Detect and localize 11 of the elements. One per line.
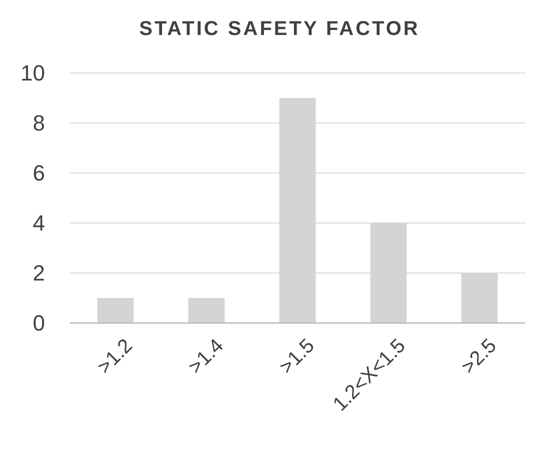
y-tick-label: 6 <box>32 160 45 186</box>
y-tick-label: 0 <box>32 310 45 336</box>
y-tick-label: 4 <box>32 210 45 236</box>
y-tick-label: 8 <box>32 110 45 136</box>
bar <box>188 298 225 323</box>
y-tick-label: 10 <box>20 60 45 86</box>
x-tick-label: >1.2 <box>93 334 137 378</box>
x-tick-label: >1.4 <box>184 334 228 378</box>
chart-title: STATIC SAFETY FACTOR <box>139 18 420 40</box>
y-tick-label: 2 <box>32 260 45 286</box>
bar <box>97 298 134 323</box>
